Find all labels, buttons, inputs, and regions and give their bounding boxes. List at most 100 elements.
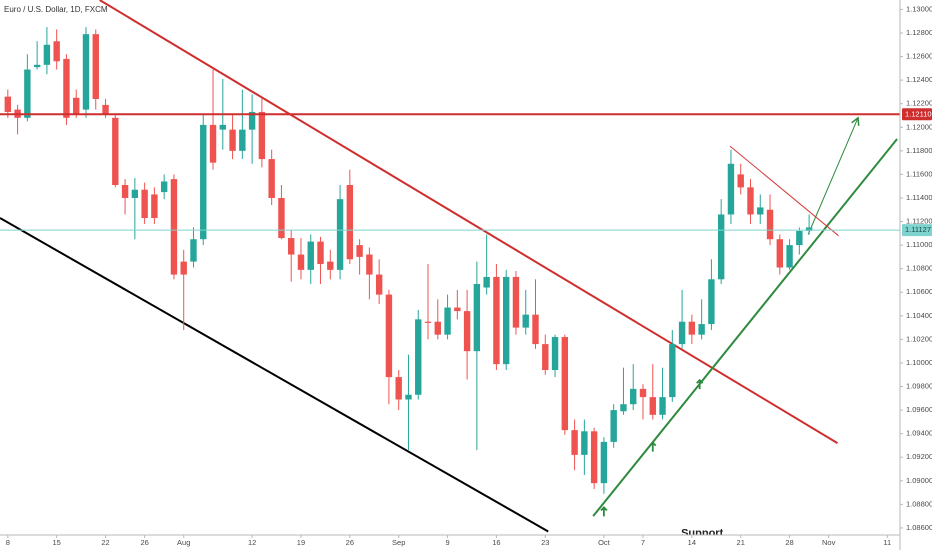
- candle-body: [92, 34, 99, 99]
- candle-body: [757, 207, 764, 215]
- candle-body: [766, 209, 774, 240]
- y-tick-label: 1.11200: [906, 217, 932, 226]
- candle-body: [708, 279, 715, 325]
- candle-body: [385, 294, 393, 378]
- candle-body: [649, 397, 656, 415]
- candle-body: [796, 230, 803, 246]
- candle-body: [747, 187, 754, 215]
- candle-body: [33, 64, 41, 68]
- y-tick-label: 1.12600: [906, 52, 932, 61]
- y-tick-label: 1.12200: [906, 99, 932, 108]
- y-tick-label: 1.09800: [906, 382, 932, 391]
- trend-line: [0, 217, 549, 533]
- candle-body: [600, 441, 608, 484]
- candle-body: [727, 163, 735, 215]
- candle-body: [356, 245, 363, 257]
- marker-arrow: [649, 441, 657, 452]
- y-tick-label: 1.08600: [906, 523, 932, 532]
- y-tick-label: 1.12800: [906, 28, 932, 37]
- marker-arrow: [600, 506, 608, 517]
- candle-body: [336, 199, 344, 270]
- level-label: 1.12110: [905, 109, 932, 118]
- candle-body: [151, 194, 158, 219]
- level-label-box: [902, 108, 932, 121]
- candle-body: [639, 388, 647, 398]
- candle-body: [43, 44, 51, 65]
- candle-body: [131, 189, 139, 198]
- candle-body: [190, 239, 197, 262]
- trend-line: [807, 117, 859, 235]
- candle-body: [395, 377, 402, 400]
- candle-body: [493, 276, 500, 365]
- x-tick-label: 15: [53, 538, 61, 547]
- candle-body: [444, 307, 451, 335]
- y-tick-label: 1.10600: [906, 287, 932, 296]
- y-tick-label: 1.09000: [906, 476, 932, 485]
- candle-body: [102, 104, 109, 115]
- candle-body: [415, 319, 422, 395]
- candle-body: [542, 344, 549, 371]
- candle-body: [669, 344, 676, 398]
- candle-body: [112, 117, 119, 186]
- y-tick-label: 1.10200: [906, 334, 932, 343]
- x-tick-label: Aug: [177, 538, 190, 547]
- x-axis-panel: [0, 535, 932, 550]
- candle-body: [327, 261, 334, 270]
- candle-body: [297, 254, 305, 270]
- trend-line: [592, 138, 898, 517]
- candle-body: [473, 283, 481, 352]
- chart-title: Euro / U.S. Dollar, 1D, FXCM: [4, 5, 108, 14]
- candle-body: [571, 430, 578, 455]
- candle-body: [502, 276, 510, 365]
- candle-body: [141, 189, 148, 219]
- candle-body: [288, 238, 295, 255]
- candle-body: [375, 274, 383, 295]
- candle-body: [717, 214, 725, 280]
- marker-arrow: [696, 378, 704, 390]
- x-tick-label: 23: [541, 538, 549, 547]
- x-tick-label: 28: [785, 538, 793, 547]
- y-tick-label: 1.08800: [906, 499, 932, 508]
- x-tick-label: Nov: [822, 538, 836, 547]
- candle-body: [424, 321, 432, 323]
- y-tick-label: 1.10400: [906, 311, 932, 320]
- candle-body: [620, 404, 627, 412]
- candle-body: [805, 227, 813, 231]
- candle-body: [610, 410, 617, 442]
- y-tick-label: 1.09600: [906, 405, 932, 414]
- candle-body: [551, 337, 559, 371]
- x-tick-label: Oct: [598, 538, 611, 547]
- x-tick-label: 7: [641, 538, 645, 547]
- candle-body: [160, 181, 168, 193]
- y-tick-label: 1.09200: [906, 452, 932, 461]
- candle-body: [659, 397, 666, 415]
- candle-body: [53, 41, 60, 62]
- candle-body: [786, 245, 793, 268]
- candle-body: [239, 129, 246, 151]
- y-tick-label: 1.13000: [906, 4, 932, 13]
- candle-body: [200, 124, 207, 240]
- y-tick-label: 1.12000: [906, 122, 932, 131]
- candle-body: [248, 111, 256, 130]
- candle-body: [688, 321, 696, 335]
- candle-body: [268, 159, 275, 198]
- x-tick-label: 26: [346, 538, 354, 547]
- x-tick-label: Sep: [392, 538, 405, 547]
- candle-body: [219, 124, 227, 130]
- candle-body: [180, 261, 187, 275]
- candle-body: [737, 174, 744, 188]
- candle-body: [209, 124, 217, 163]
- x-tick-label: 12: [248, 538, 256, 547]
- y-tick-label: 1.10800: [906, 264, 932, 273]
- candle-body: [512, 276, 520, 328]
- candle-body: [678, 321, 686, 345]
- y-tick-label: 1.09400: [906, 429, 932, 438]
- y-tick-label: 1.10000: [906, 358, 932, 367]
- candle-body: [522, 314, 529, 328]
- trend-line: [729, 145, 839, 237]
- x-tick-label: 11: [883, 538, 891, 547]
- candle-body: [483, 276, 490, 288]
- x-tick-label: 22: [101, 538, 109, 547]
